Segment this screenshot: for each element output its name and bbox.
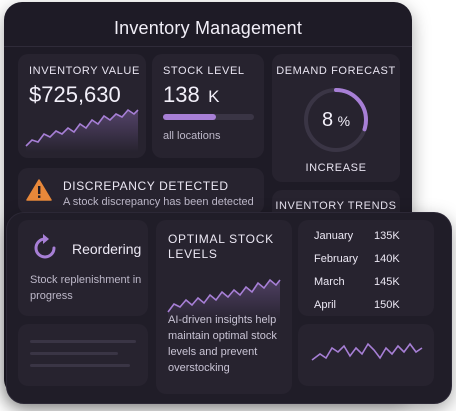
trend-month: January	[314, 230, 354, 242]
trend-table-card[interactable]: January 135K February 140K March 145K April 150…	[298, 220, 434, 316]
stock-level-caption: all locations	[163, 130, 221, 142]
trend-table: January 135K February 140K March 145K April 150…	[314, 225, 424, 316]
stock-level-card[interactable]: STOCK LEVEL 138 K all locations	[152, 54, 264, 158]
warning-icon	[26, 179, 52, 201]
optimal-stock-title: OPTIMAL STOCK LEVELS	[168, 232, 274, 261]
inventory-trends-label: INVENTORY TRENDS	[275, 200, 397, 212]
demand-forecast-ring	[304, 88, 368, 152]
reordering-card[interactable]: Reordering Stock replenishment in progre…	[18, 220, 148, 316]
skeleton-line	[30, 352, 118, 355]
stock-level-bar-fill	[163, 114, 216, 120]
table-row: January 135K	[314, 225, 424, 248]
refresh-icon	[34, 234, 56, 259]
discrepancy-alert-card[interactable]: DISCREPANCY DETECTED A stock discrepancy…	[18, 168, 264, 214]
trend-wave-card[interactable]	[298, 324, 434, 386]
table-row: March 145K	[314, 271, 424, 294]
optimal-stock-card[interactable]: OPTIMAL STOCK LEVELS AI-driven insights …	[156, 220, 292, 394]
skeleton-line	[30, 364, 130, 367]
page-title: Inventory Management	[113, 18, 303, 38]
demand-forecast-caption: INCREASE	[305, 162, 367, 174]
reordering-text: Stock replenishment in progress	[30, 274, 142, 302]
trend-month: February	[314, 253, 359, 265]
skeleton-line	[30, 340, 136, 343]
stock-level-value: 138	[163, 82, 200, 107]
trend-value: 135K	[374, 230, 400, 242]
inventory-value-label: INVENTORY VALUE	[29, 65, 140, 77]
demand-forecast-card[interactable]: DEMAND FORECAST 8 % INCREASE	[272, 54, 400, 182]
stock-level-value-row: 138 K	[163, 82, 220, 108]
skeleton-card	[18, 324, 148, 386]
demand-forecast-value-row: 8 %	[272, 109, 400, 132]
trend-value: 150K	[374, 299, 400, 311]
discrepancy-title: DISCREPANCY DETECTED	[63, 179, 229, 193]
trend-month: April	[314, 299, 337, 311]
trend-wave-line	[311, 342, 423, 361]
optimal-stock-text: AI-driven insights help maintain optimal…	[168, 314, 277, 374]
stock-level-label: STOCK LEVEL	[163, 65, 245, 77]
stock-level-unit: K	[208, 87, 220, 106]
inventory-value-sparkline	[25, 108, 139, 152]
demand-forecast-value: 8	[321, 109, 334, 131]
table-row: April 150K	[314, 294, 424, 316]
demand-forecast-unit: %	[337, 113, 351, 129]
reordering-title: Reordering	[72, 241, 142, 257]
trend-value: 140K	[374, 253, 400, 265]
trend-value: 145K	[374, 276, 400, 288]
title-divider	[4, 46, 412, 47]
inventory-value-amount: $725,630	[29, 82, 121, 107]
demand-forecast-label: DEMAND FORECAST	[276, 65, 396, 77]
trend-month: March	[314, 276, 345, 288]
stock-level-bar-track	[163, 114, 254, 120]
inventory-value-card[interactable]: INVENTORY VALUE $725,630	[18, 54, 146, 158]
optimal-stock-sparkline	[167, 278, 281, 322]
discrepancy-text: A stock discrepancy has been detected	[63, 196, 253, 208]
table-row: February 140K	[314, 248, 424, 271]
